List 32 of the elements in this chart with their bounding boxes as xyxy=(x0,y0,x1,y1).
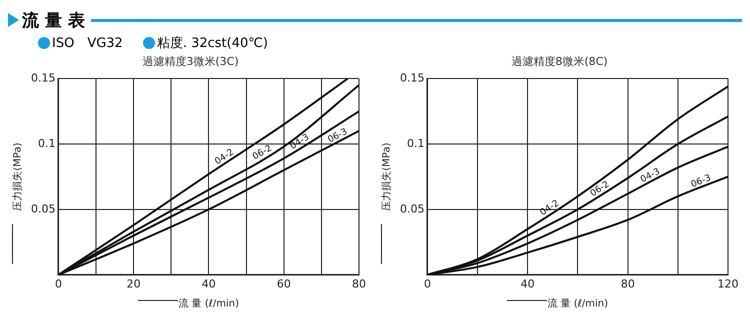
x-tick-label: 0 xyxy=(424,277,431,290)
y-tick-label: 0.15 xyxy=(400,71,424,84)
y-tick-label: 0.05 xyxy=(30,202,56,216)
text: 06-3 xyxy=(326,127,350,146)
chart-title: 過濾精度3微米(3C) xyxy=(141,54,240,69)
text: 04-2 xyxy=(213,148,236,168)
x-tick-label: 120 xyxy=(718,277,738,290)
x-tick-label: 80 xyxy=(352,277,366,290)
x-tick-label: 60 xyxy=(276,277,291,290)
text: 流 量 表 xyxy=(22,10,85,32)
y-tick-label: 0.15 xyxy=(30,71,56,84)
y-tick-label: 0.1 xyxy=(406,136,424,150)
x-tick-label: 40 xyxy=(202,277,216,290)
text: 06-3 xyxy=(690,173,712,190)
text: 06-2 xyxy=(588,180,612,199)
y-tick-label: 0.05 xyxy=(400,202,424,216)
x-tick-label: 80 xyxy=(620,277,635,290)
text: ISO VG32 xyxy=(52,35,123,52)
text: 04-3 xyxy=(288,132,312,152)
x-tick-label: 40 xyxy=(520,277,535,290)
text: 06-2 xyxy=(251,144,274,162)
x-axis-title: 流 量 (ℓ/min) xyxy=(178,298,240,310)
x-axis-title: 流 量 (ℓ/min) xyxy=(547,298,608,310)
text: 04-3 xyxy=(639,166,662,186)
chart-title: 過濾精度8微米(8C) xyxy=(510,54,609,69)
text: 04-2 xyxy=(538,198,562,218)
y-axis-title: 压力損失(MPa) xyxy=(380,142,393,211)
x-tick-label: 0 xyxy=(54,277,62,290)
text: 粘度. 32cst(40℃) xyxy=(156,35,268,52)
x-tick-label: 20 xyxy=(126,277,141,290)
y-axis-title: 压力損失(MPa) xyxy=(12,142,24,211)
y-tick-label: 0.1 xyxy=(38,136,56,150)
